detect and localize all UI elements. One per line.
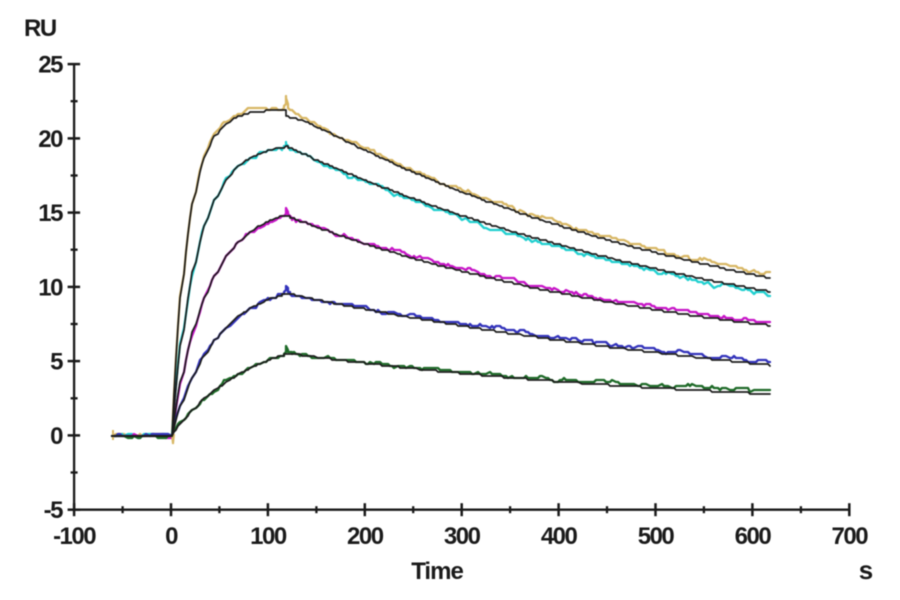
svg-text:600: 600 [735,523,772,550]
svg-text:0: 0 [165,523,178,550]
svg-text:-5: -5 [44,497,63,524]
svg-text:-100: -100 [53,523,96,550]
svg-text:20: 20 [38,126,63,153]
svg-text:0: 0 [50,423,63,450]
svg-text:700: 700 [832,523,869,550]
svg-text:RU: RU [24,15,56,42]
svg-text:100: 100 [250,523,287,550]
svg-text:5: 5 [50,349,63,376]
svg-text:Time: Time [411,558,463,585]
svg-text:s: s [859,555,873,585]
svg-text:200: 200 [347,523,384,550]
svg-text:10: 10 [38,274,63,301]
svg-text:400: 400 [541,523,578,550]
svg-text:300: 300 [444,523,481,550]
svg-text:15: 15 [38,200,63,227]
svg-text:25: 25 [38,52,63,79]
svg-text:500: 500 [638,523,675,550]
